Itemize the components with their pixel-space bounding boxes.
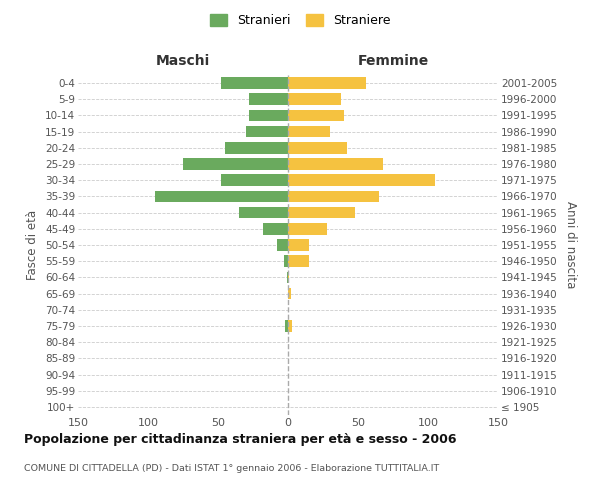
Bar: [288, 272, 289, 283]
Bar: [183, 158, 288, 170]
Bar: [249, 94, 288, 105]
Text: Maschi: Maschi: [156, 54, 210, 68]
Bar: [225, 142, 288, 154]
Bar: [288, 126, 330, 138]
Bar: [221, 174, 288, 186]
Bar: [288, 223, 327, 234]
Bar: [263, 223, 288, 234]
Text: Femmine: Femmine: [358, 54, 428, 68]
Bar: [288, 239, 309, 251]
Bar: [287, 272, 288, 283]
Bar: [288, 174, 435, 186]
Bar: [284, 256, 288, 267]
Bar: [288, 288, 291, 300]
Bar: [288, 110, 344, 122]
Bar: [288, 94, 341, 105]
Bar: [288, 207, 355, 218]
Bar: [277, 239, 288, 251]
Bar: [155, 190, 288, 202]
Bar: [288, 320, 292, 332]
Text: Popolazione per cittadinanza straniera per età e sesso - 2006: Popolazione per cittadinanza straniera p…: [24, 432, 457, 446]
Bar: [288, 78, 367, 89]
Bar: [288, 142, 347, 154]
Bar: [288, 190, 379, 202]
Bar: [249, 110, 288, 122]
Legend: Stranieri, Straniere: Stranieri, Straniere: [205, 8, 395, 32]
Y-axis label: Anni di nascita: Anni di nascita: [564, 202, 577, 288]
Y-axis label: Fasce di età: Fasce di età: [26, 210, 40, 280]
Bar: [285, 320, 288, 332]
Bar: [288, 256, 309, 267]
Bar: [239, 207, 288, 218]
Bar: [288, 158, 383, 170]
Text: COMUNE DI CITTADELLA (PD) - Dati ISTAT 1° gennaio 2006 - Elaborazione TUTTITALIA: COMUNE DI CITTADELLA (PD) - Dati ISTAT 1…: [24, 464, 439, 473]
Bar: [246, 126, 288, 138]
Bar: [221, 78, 288, 89]
